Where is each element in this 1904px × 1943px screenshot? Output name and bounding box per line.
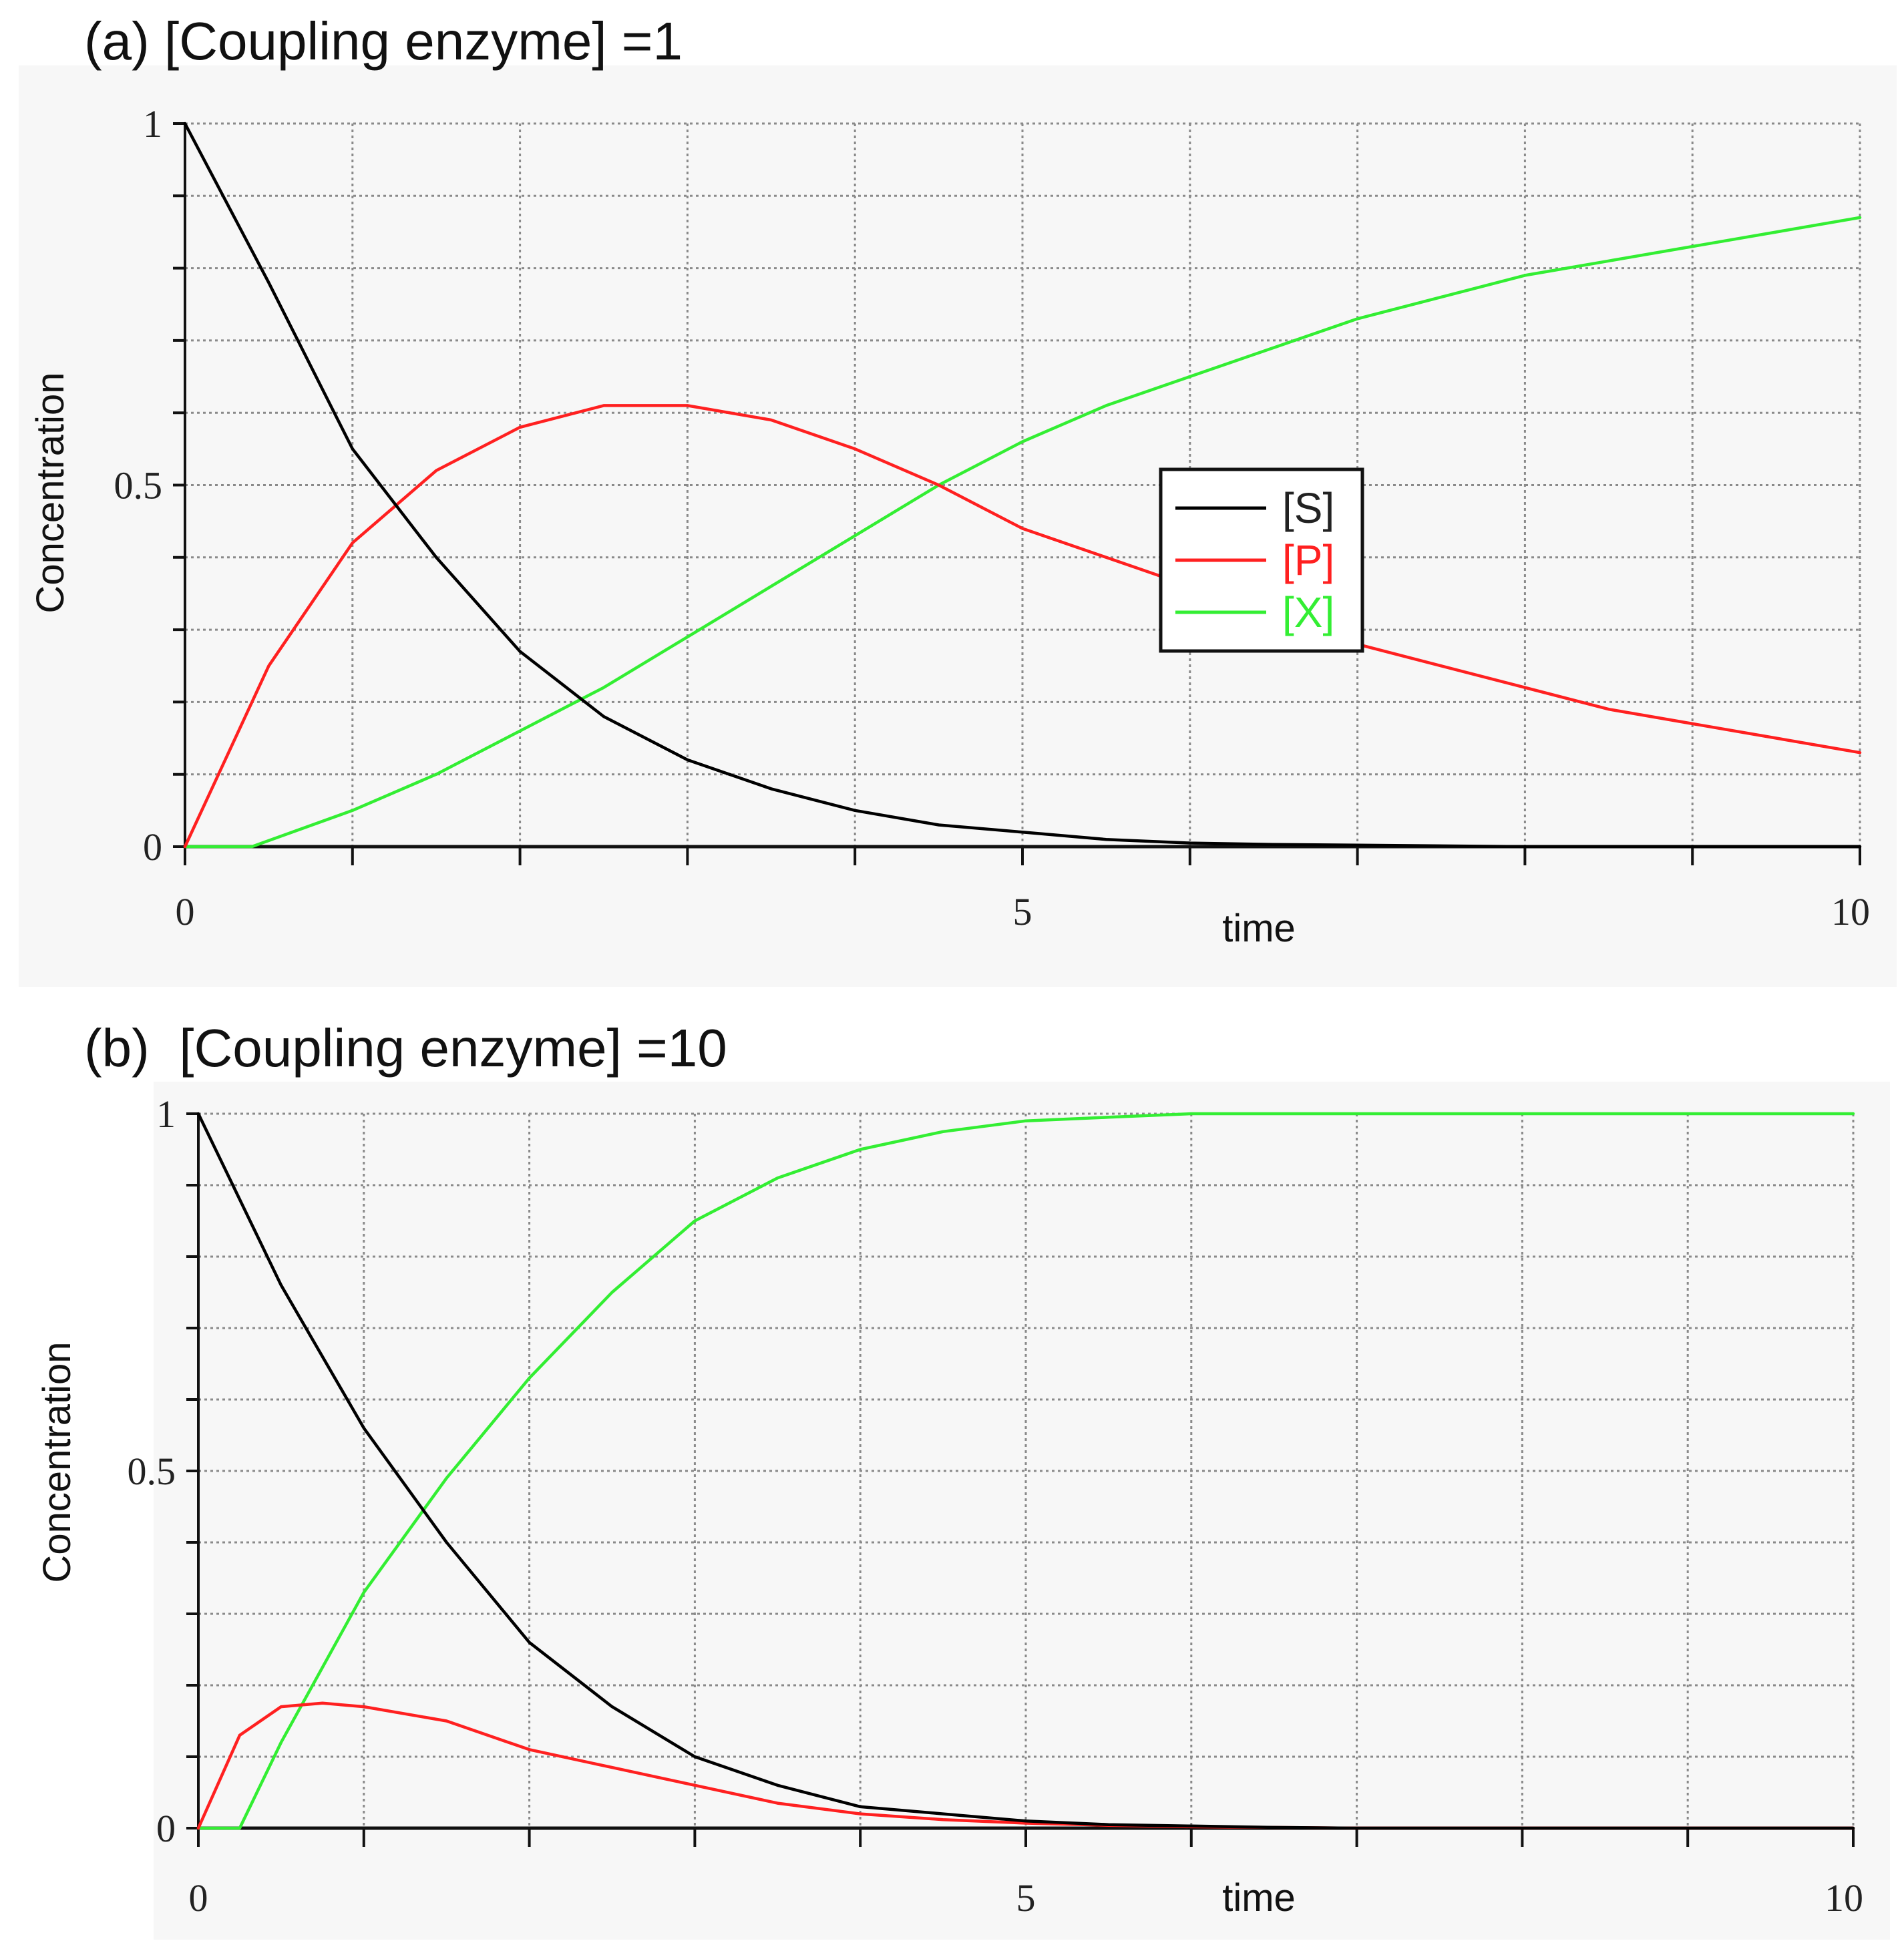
series-line-x [196, 1112, 1855, 1830]
panel-b-title: (b) [Coupling enzyme] =10 [84, 1018, 727, 1078]
series-line-s [196, 1112, 1855, 1830]
x-tick-label: 5 [1016, 1876, 1036, 1920]
y-axis-title: Concentration [29, 372, 72, 613]
x-tick-label: 0 [176, 890, 195, 933]
y-tick-label: 0 [156, 1807, 176, 1850]
chart-a: 0 5 10 0 0.5 1 time Concentration [S][P][X] [29, 102, 1870, 950]
x-tick-label: 5 [1013, 890, 1032, 933]
y-tick-label: 0 [143, 825, 162, 869]
y-tick-label: 0.5 [128, 1450, 176, 1493]
chart-b: 0 5 10 0 0.5 1 time Concentration [35, 1092, 1863, 1920]
x-axis-title: time [1222, 907, 1296, 950]
y-tick-label: 1 [156, 1092, 176, 1136]
legend-label: [X] [1282, 588, 1334, 636]
legend-label: [P] [1282, 536, 1334, 584]
x-tick-label: 10 [1825, 1876, 1863, 1920]
panel-b-background [154, 1082, 1890, 1940]
y-axis-title: Concentration [35, 1341, 79, 1582]
series-line-p [183, 404, 1862, 849]
grid [185, 122, 1861, 847]
panel-a-title: (a) [Coupling enzyme] =1 [84, 11, 683, 71]
y-tick-label: 1 [143, 102, 162, 146]
x-tick-label: 10 [1831, 890, 1870, 933]
legend: [S][P][X] [1159, 467, 1364, 653]
series-line-s [183, 122, 1862, 849]
grid [198, 1112, 1855, 1828]
x-axis-title: time [1222, 1876, 1296, 1920]
legend-label: [S] [1282, 484, 1334, 532]
series-line-x [183, 216, 1862, 849]
y-tick-label: 0.5 [114, 464, 163, 507]
panel-a-background [19, 65, 1897, 987]
x-tick-label: 0 [189, 1876, 208, 1920]
